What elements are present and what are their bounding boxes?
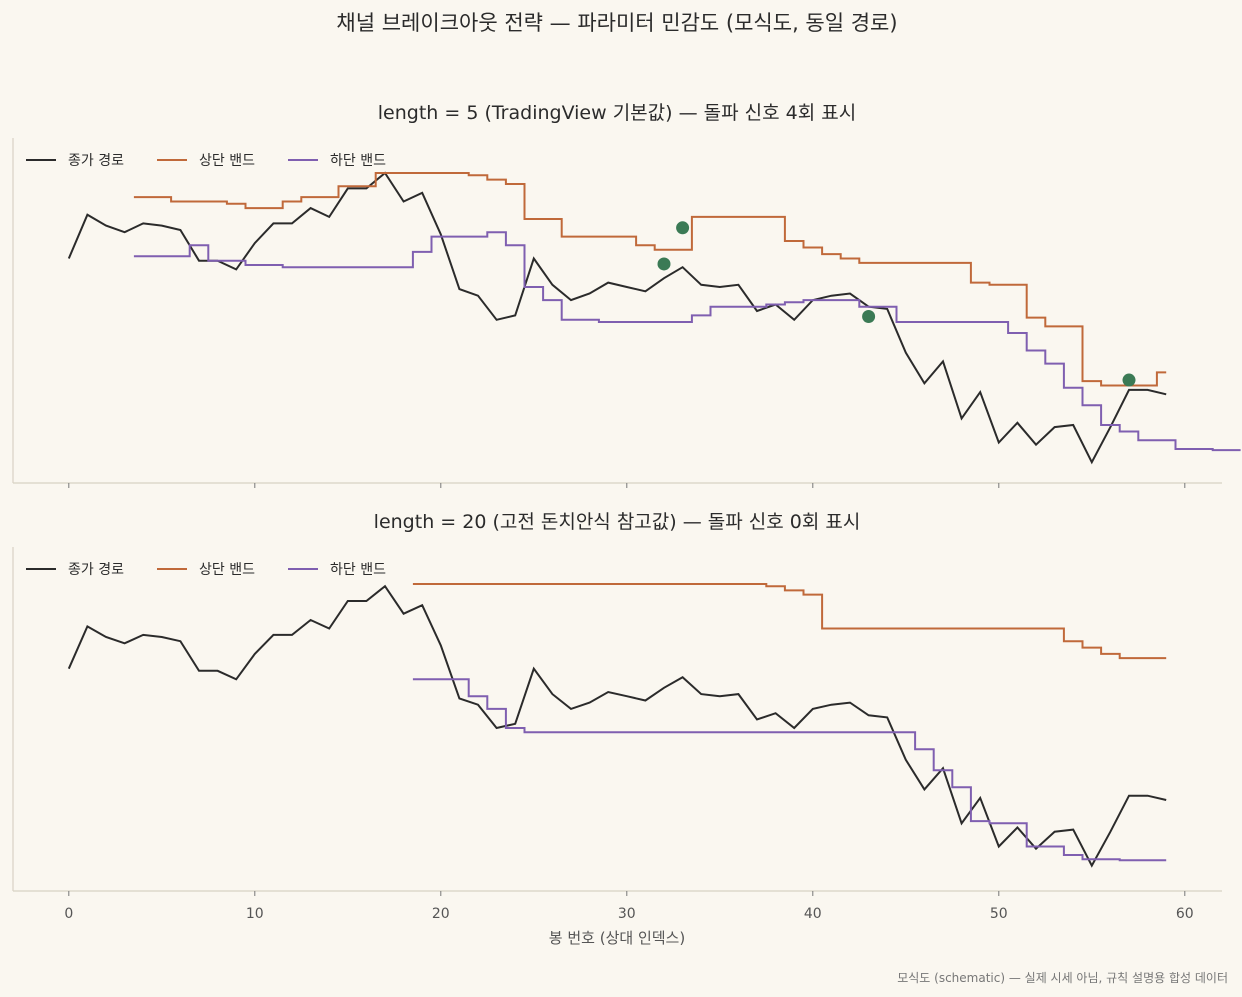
x-tick-label: 50	[990, 906, 1008, 922]
close-line	[67, 584, 1167, 868]
breakout-signal-point	[676, 221, 690, 235]
legend-label: 종가 경로	[68, 153, 124, 169]
x-tick-label: 20	[432, 906, 450, 922]
lower-band-line	[133, 231, 1241, 452]
x-tick-label: 0	[64, 906, 73, 922]
upper-band-line	[133, 172, 1167, 387]
legend-label: 하단 밴드	[330, 562, 386, 578]
top-panel: length = 5 (TradingView 기본값) — 돌파 신호 4회 …	[12, 102, 1241, 488]
legend-label: 상단 밴드	[199, 153, 255, 169]
upper-band-line	[412, 583, 1167, 660]
close-line	[67, 171, 1167, 465]
lower-band-line	[412, 678, 1167, 862]
legend-label: 상단 밴드	[199, 562, 255, 578]
x-tick-label: 40	[804, 906, 822, 922]
legend-label: 종가 경로	[68, 562, 124, 578]
legend-label: 하단 밴드	[330, 153, 386, 169]
footnote: 모식도 (schematic) — 실제 시세 아님, 규칙 설명용 합성 데이…	[897, 971, 1228, 985]
x-tick-label: 10	[246, 906, 264, 922]
breakout-signal-point	[657, 257, 671, 271]
breakout-signal-point	[862, 310, 876, 324]
panel-title: length = 5 (TradingView 기본값) — 돌파 신호 4회 …	[378, 102, 856, 124]
x-tick-label: 30	[618, 906, 636, 922]
figure-title: 채널 브레이크아웃 전략 — 파라미터 민감도 (모식도, 동일 경로)	[336, 11, 897, 35]
x-axis-label: 봉 번호 (상대 인덱스)	[549, 929, 685, 947]
breakout-signal-point	[1122, 373, 1136, 387]
bottom-panel: length = 20 (고전 돈치안식 참고값) — 돌파 신호 0회 표시 0…	[12, 511, 1222, 922]
x-tick-label: 60	[1176, 906, 1194, 922]
panel-title: length = 20 (고전 돈치안식 참고값) — 돌파 신호 0회 표시	[374, 511, 861, 533]
